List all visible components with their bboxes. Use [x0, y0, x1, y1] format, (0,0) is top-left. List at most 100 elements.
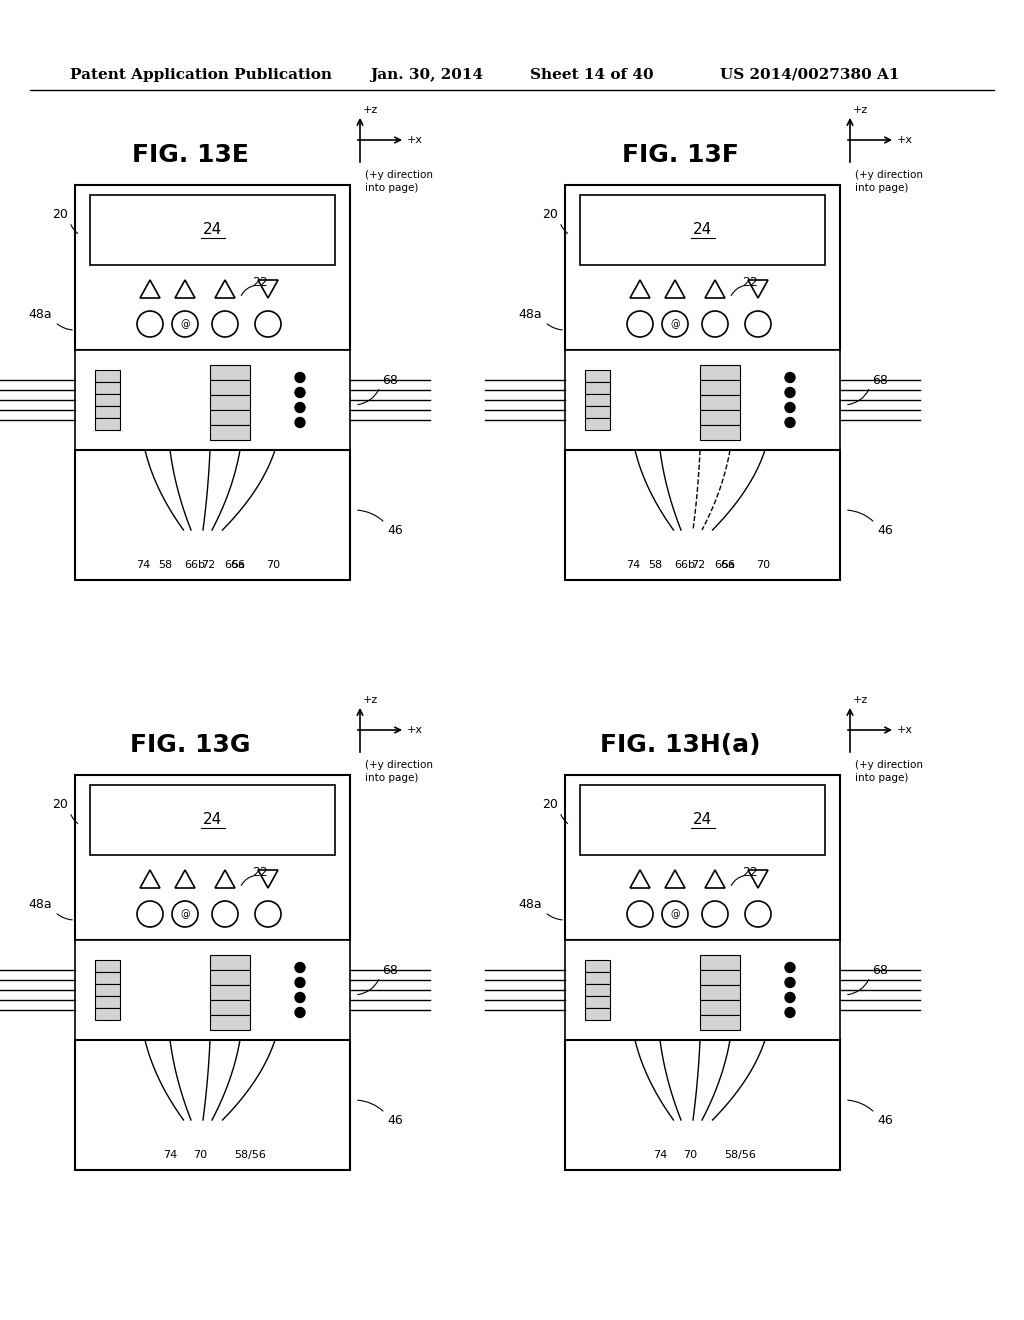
- FancyBboxPatch shape: [210, 970, 250, 985]
- Text: 22: 22: [252, 276, 268, 289]
- Text: Patent Application Publication: Patent Application Publication: [70, 69, 332, 82]
- Text: 20: 20: [52, 799, 68, 812]
- Circle shape: [295, 403, 305, 412]
- Text: @: @: [180, 319, 189, 329]
- Text: 68: 68: [872, 374, 888, 387]
- Text: into page): into page): [365, 774, 419, 783]
- Text: 66a: 66a: [715, 560, 735, 570]
- Text: 58/56: 58/56: [724, 1150, 756, 1160]
- Text: 24: 24: [693, 223, 712, 238]
- Text: 20: 20: [52, 209, 68, 222]
- Text: +z: +z: [362, 696, 378, 705]
- FancyBboxPatch shape: [95, 983, 120, 997]
- FancyBboxPatch shape: [585, 983, 610, 997]
- Circle shape: [295, 1007, 305, 1018]
- Text: 46: 46: [878, 1114, 893, 1126]
- Text: 66a: 66a: [224, 560, 246, 570]
- Text: FIG. 13E: FIG. 13E: [131, 143, 249, 168]
- FancyBboxPatch shape: [585, 960, 610, 972]
- Text: Sheet 14 of 40: Sheet 14 of 40: [530, 69, 653, 82]
- FancyBboxPatch shape: [75, 775, 350, 940]
- Circle shape: [785, 372, 795, 383]
- Circle shape: [785, 1007, 795, 1018]
- Text: 68: 68: [382, 964, 398, 977]
- FancyBboxPatch shape: [95, 381, 120, 393]
- FancyBboxPatch shape: [95, 997, 120, 1008]
- FancyBboxPatch shape: [210, 985, 250, 1001]
- Circle shape: [785, 417, 795, 428]
- Text: 56: 56: [231, 560, 245, 570]
- Circle shape: [785, 993, 795, 1002]
- FancyBboxPatch shape: [565, 185, 840, 350]
- Text: 58/56: 58/56: [234, 1150, 266, 1160]
- FancyBboxPatch shape: [585, 381, 610, 393]
- Text: 48a: 48a: [29, 899, 52, 912]
- Text: 70: 70: [193, 1150, 207, 1160]
- Text: 46: 46: [387, 1114, 402, 1126]
- Circle shape: [295, 993, 305, 1002]
- Text: 22: 22: [742, 866, 758, 879]
- Text: Jan. 30, 2014: Jan. 30, 2014: [370, 69, 483, 82]
- FancyBboxPatch shape: [565, 775, 840, 940]
- FancyBboxPatch shape: [90, 785, 335, 855]
- Text: 46: 46: [387, 524, 402, 536]
- Text: @: @: [180, 909, 189, 919]
- Text: 68: 68: [872, 964, 888, 977]
- Text: 70: 70: [266, 560, 280, 570]
- FancyBboxPatch shape: [95, 1008, 120, 1020]
- Circle shape: [295, 388, 305, 397]
- FancyBboxPatch shape: [700, 1015, 740, 1030]
- Text: 24: 24: [203, 223, 222, 238]
- Text: 20: 20: [542, 799, 558, 812]
- Text: (+y direction: (+y direction: [855, 760, 923, 770]
- Text: 58: 58: [648, 560, 663, 570]
- Circle shape: [785, 962, 795, 973]
- FancyBboxPatch shape: [565, 940, 840, 1040]
- FancyBboxPatch shape: [700, 380, 740, 395]
- FancyBboxPatch shape: [90, 195, 335, 265]
- Text: into page): into page): [365, 183, 419, 193]
- FancyBboxPatch shape: [210, 1015, 250, 1030]
- Text: +x: +x: [897, 725, 913, 735]
- FancyBboxPatch shape: [95, 407, 120, 418]
- FancyBboxPatch shape: [565, 1040, 840, 1170]
- FancyBboxPatch shape: [700, 985, 740, 1001]
- Text: (+y direction: (+y direction: [855, 170, 923, 180]
- FancyBboxPatch shape: [585, 1008, 610, 1020]
- Text: 74: 74: [626, 560, 640, 570]
- FancyBboxPatch shape: [75, 450, 350, 579]
- Text: FIG. 13G: FIG. 13G: [130, 733, 250, 756]
- Text: (+y direction: (+y direction: [365, 170, 433, 180]
- Text: 22: 22: [252, 866, 268, 879]
- Text: +x: +x: [407, 135, 423, 145]
- FancyBboxPatch shape: [210, 411, 250, 425]
- FancyBboxPatch shape: [95, 418, 120, 430]
- Text: 48a: 48a: [29, 309, 52, 322]
- FancyBboxPatch shape: [585, 997, 610, 1008]
- Circle shape: [295, 962, 305, 973]
- FancyBboxPatch shape: [580, 785, 825, 855]
- Text: 74: 74: [163, 1150, 177, 1160]
- Text: 66b: 66b: [184, 560, 206, 570]
- FancyBboxPatch shape: [210, 366, 250, 380]
- Text: 20: 20: [542, 209, 558, 222]
- Text: +z: +z: [362, 106, 378, 115]
- Text: (+y direction: (+y direction: [365, 760, 433, 770]
- Text: 58: 58: [158, 560, 172, 570]
- Circle shape: [295, 417, 305, 428]
- FancyBboxPatch shape: [210, 954, 250, 970]
- Text: 46: 46: [878, 524, 893, 536]
- Text: 56: 56: [721, 560, 735, 570]
- Text: +z: +z: [853, 106, 868, 115]
- Text: 74: 74: [653, 1150, 667, 1160]
- FancyBboxPatch shape: [95, 972, 120, 983]
- FancyBboxPatch shape: [585, 393, 610, 407]
- Text: @: @: [670, 909, 680, 919]
- FancyBboxPatch shape: [585, 370, 610, 381]
- FancyBboxPatch shape: [700, 366, 740, 380]
- FancyBboxPatch shape: [210, 425, 250, 440]
- FancyBboxPatch shape: [210, 395, 250, 411]
- FancyBboxPatch shape: [585, 418, 610, 430]
- Text: +x: +x: [407, 725, 423, 735]
- Text: 72: 72: [691, 560, 706, 570]
